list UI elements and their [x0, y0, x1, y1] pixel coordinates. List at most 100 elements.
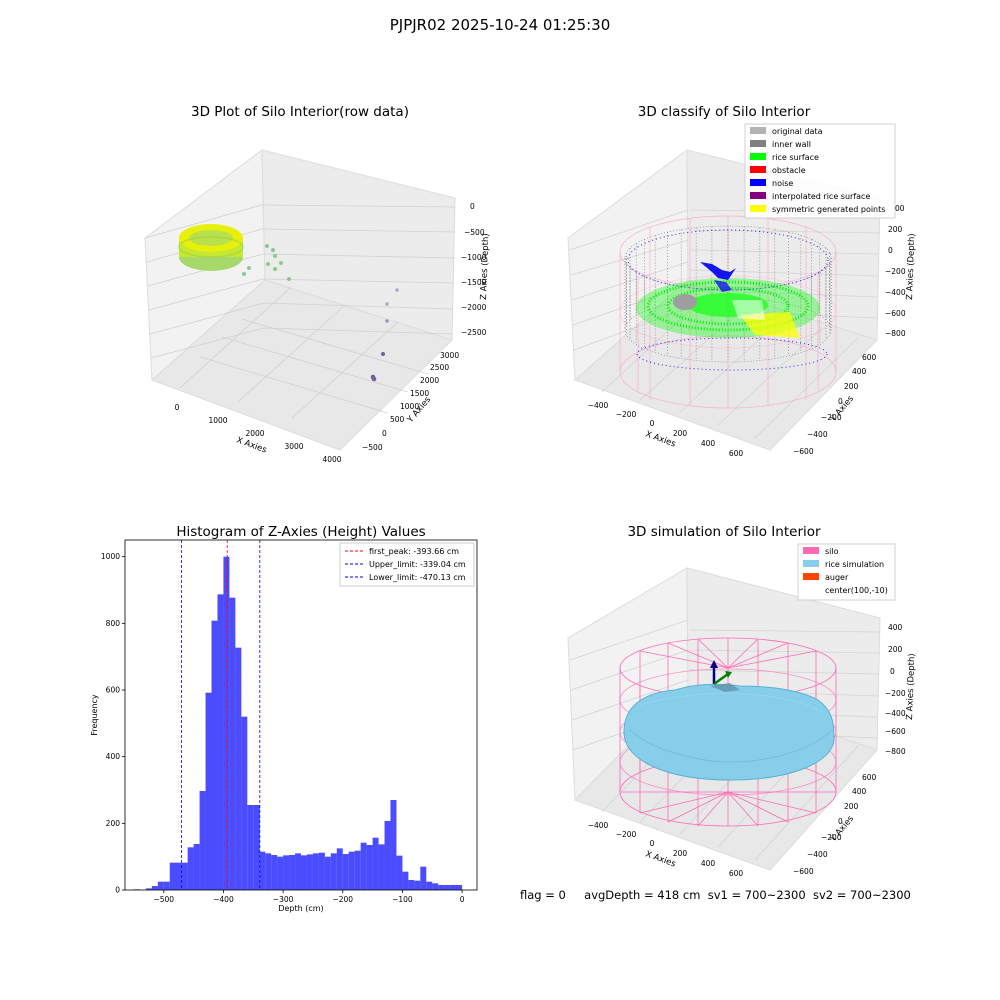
- z-tick: −600: [885, 727, 906, 736]
- histogram-chart: −500 −400 −300 −200 −100 0 02004006008001000 …: [90, 539, 478, 913]
- y-tick: −500: [362, 443, 383, 452]
- panel4-legend: silo rice simulation auger center(100,-10): [797, 543, 896, 601]
- histogram-bar: [420, 866, 427, 890]
- x-tick-label: −500: [153, 895, 174, 904]
- legend-label: symmetric generated points: [772, 205, 885, 214]
- y-tick: 600: [862, 353, 877, 362]
- histogram-y-ticks: 0 200 400 600 800 1000: [101, 552, 125, 895]
- histogram-bar: [318, 852, 325, 890]
- histogram-bar: [301, 855, 307, 890]
- legend-label: rice simulation: [825, 560, 884, 569]
- histogram-bar: [348, 851, 355, 890]
- y-tick-label: 400: [106, 752, 121, 761]
- histogram-bar: [223, 556, 230, 890]
- histogram-bar: [259, 851, 266, 890]
- y-tick: 400: [852, 367, 867, 376]
- status-sv2: sv2 = 700~2300: [812, 888, 911, 902]
- y-tick-label: 800: [106, 619, 121, 628]
- histogram-bar: [187, 847, 194, 890]
- histogram-bar: [151, 886, 158, 890]
- x-tick: 400: [701, 859, 716, 868]
- y-tick-label: 1000: [101, 552, 120, 561]
- panel4-rice-simulation: [623, 683, 835, 781]
- panel1-3d-plot: 0 1000 2000 3000 4000 X Axies −500 0 500…: [144, 149, 491, 464]
- panel1-outlier-points: [370, 288, 399, 382]
- histogram-ylabel: Frequency: [90, 694, 99, 736]
- x-tick-label: 0: [460, 895, 465, 904]
- histogram-bar: [157, 881, 164, 890]
- histogram-bar: [324, 856, 331, 890]
- histogram-bar: [312, 853, 319, 890]
- x-tick-label: −100: [392, 895, 413, 904]
- x-tick: 600: [729, 449, 744, 458]
- histogram-bar: [438, 885, 445, 890]
- panel2-z-ticks: 00 200 0 −200 −400 −600 −800: [885, 204, 906, 338]
- panel1-silo-cloud: [178, 224, 244, 271]
- legend-swatch: [750, 153, 766, 160]
- z-tick: −200: [885, 689, 906, 698]
- z-tick: −1500: [461, 278, 487, 287]
- histogram-bar: [450, 885, 463, 890]
- x-tick: −400: [588, 821, 609, 830]
- panel1-green-points: [242, 244, 291, 281]
- panel4-title: 3D simulation of Silo Interior: [627, 524, 821, 540]
- y-tick: −600: [793, 867, 814, 876]
- x-tick: 0: [650, 839, 655, 848]
- histogram-bar: [277, 856, 284, 890]
- x-tick: 0: [650, 419, 655, 428]
- panel2-legend: original data inner wall rice surface obsta…: [744, 123, 896, 219]
- y-tick: −400: [807, 430, 828, 439]
- legend-label: original data: [772, 127, 823, 136]
- histogram-bar: [241, 716, 248, 890]
- x-tick: 4000: [322, 455, 341, 464]
- histogram-bar: [390, 800, 397, 890]
- histogram-bar: [336, 848, 343, 890]
- histogram-bar: [199, 791, 206, 890]
- y-tick: 0: [382, 429, 387, 438]
- panel1-grid: [144, 204, 456, 419]
- y-tick: 0: [838, 817, 843, 826]
- z-tick: −1000: [461, 253, 487, 262]
- histogram-legend: first_peak: -393.66 cm Upper_limit: -339.…: [339, 542, 475, 587]
- z-tick: 0: [888, 246, 893, 255]
- y-tick: −600: [793, 447, 814, 456]
- histogram-bar: [414, 880, 421, 890]
- histogram-bar: [396, 855, 403, 890]
- y-tick: −200: [821, 833, 842, 842]
- panel2-y-ticks: −600 −400 −200 0 200 400 600: [793, 353, 877, 456]
- y-tick-label: 0: [115, 886, 120, 895]
- x-tick: −200: [616, 410, 637, 419]
- panel2-title: 3D classify of Silo Interior: [637, 104, 811, 120]
- x-tick-label: −400: [213, 895, 234, 904]
- histogram-bar: [283, 855, 290, 890]
- legend-label: auger: [825, 573, 849, 582]
- panel1-y-ticks: −500 0 500 1000 1500 2000 2500 3000: [362, 351, 459, 452]
- z-tick: −400: [885, 709, 906, 718]
- y-tick: 2000: [420, 376, 439, 385]
- z-tick: −800: [885, 329, 906, 338]
- histogram-bar: [145, 888, 152, 890]
- legend-label: Upper_limit: -339.04 cm: [369, 560, 466, 569]
- legend-label: inner wall: [772, 140, 811, 149]
- legend-label: interpolated rice surface: [772, 192, 870, 201]
- histogram-bars: [133, 556, 463, 890]
- x-tick-label: −300: [273, 895, 294, 904]
- y-tick: 200: [844, 382, 859, 391]
- histogram-bar: [217, 594, 224, 890]
- z-tick: −800: [885, 747, 906, 756]
- y-tick-label: 600: [106, 686, 121, 695]
- z-tick: 0: [470, 202, 475, 211]
- x-tick: 400: [701, 439, 716, 448]
- x-tick: 2000: [245, 429, 264, 438]
- x-tick: −200: [616, 830, 637, 839]
- histogram-bar: [271, 855, 278, 890]
- y-tick: 200: [844, 802, 859, 811]
- histogram-bar: [330, 853, 337, 890]
- x-tick: 3000: [284, 442, 303, 451]
- y-tick: 3000: [440, 351, 459, 360]
- legend-swatch: [803, 573, 819, 580]
- y-tick-label: 200: [106, 819, 121, 828]
- histogram-bar: [378, 844, 385, 890]
- legend-label: center(100,-10): [825, 586, 888, 595]
- histogram-bar: [372, 837, 379, 890]
